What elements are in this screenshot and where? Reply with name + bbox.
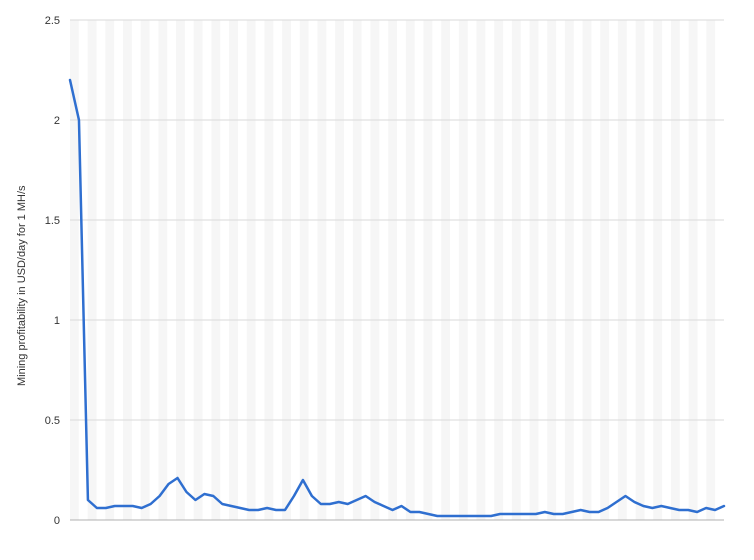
y-tick-label: 2	[54, 115, 60, 127]
chart-container: 0 0.5 1 1.5 2 2.5 Mining profitability in USD…	[0, 0, 754, 560]
line-chart: 0 0.5 1 1.5 2 2.5	[0, 0, 754, 560]
y-tick-label: 0	[54, 515, 60, 527]
y-tick-label: 0.5	[45, 415, 60, 427]
y-tick-label: 1.5	[45, 215, 60, 227]
y-axis-label: Mining profitability in USD/day for 1 MH…	[16, 185, 28, 386]
y-tick-label: 1	[54, 315, 60, 327]
y-tick-label: 2.5	[45, 15, 60, 27]
